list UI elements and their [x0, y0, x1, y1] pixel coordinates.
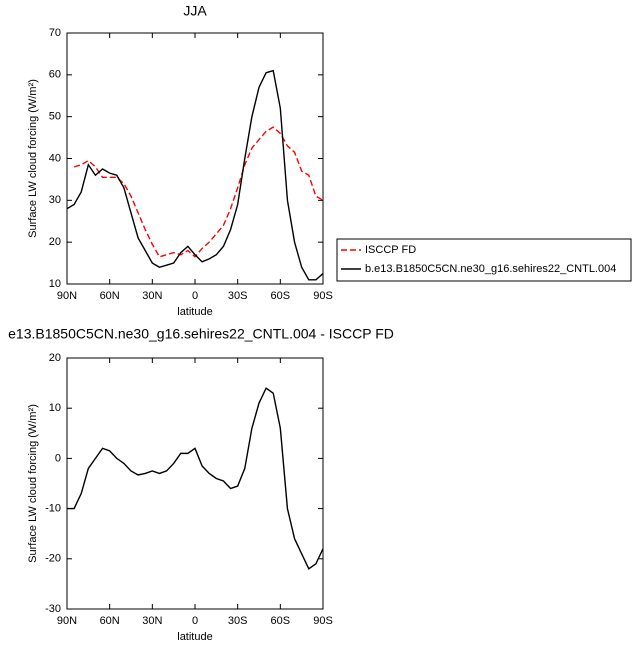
y-tick-label: 70 — [49, 27, 61, 39]
x-axis-label: latitude — [177, 306, 212, 318]
x-tick-label: 90N — [57, 290, 77, 302]
legend-label: b.e13.B1850C5CN.ne30_g16.sehires22_CNTL.… — [365, 263, 616, 275]
y-axis-label: Surface LW cloud forcing (W/m²) — [27, 404, 39, 563]
x-tick-label: 60N — [100, 290, 120, 302]
x-tick-label: 60N — [100, 615, 120, 627]
y-tick-label: 50 — [49, 111, 61, 123]
data-line — [66, 69, 324, 281]
x-axis-label: latitude — [177, 631, 212, 643]
x-tick-label: 0 — [192, 615, 198, 627]
y-tick-label: 20 — [49, 236, 61, 248]
y-tick-label: 0 — [55, 452, 61, 464]
legend-frame — [336, 238, 632, 282]
y-tick-label: 20 — [49, 352, 61, 364]
chart-title: JJA — [183, 3, 207, 19]
x-tick-label: 30N — [142, 615, 162, 627]
data-line — [73, 126, 324, 258]
y-tick-label: -10 — [45, 503, 61, 515]
y-tick-label: 60 — [49, 69, 61, 81]
data-line — [67, 387, 324, 570]
x-tick-label: 30S — [228, 290, 248, 302]
x-tick-label: 90S — [313, 615, 333, 627]
y-tick-label: -20 — [45, 553, 61, 565]
x-tick-label: 0 — [192, 290, 198, 302]
x-tick-label: 30N — [142, 290, 162, 302]
y-tick-label: 10 — [49, 278, 61, 290]
legend: ISCCP FD b.e13.B1850C5CN.ne30_g16.sehires… — [336, 238, 632, 282]
y-tick-label: 10 — [49, 402, 61, 414]
y-tick-label: 30 — [49, 194, 61, 206]
legend-label: ISCCP FD — [365, 244, 416, 256]
x-tick-label: 60S — [271, 290, 291, 302]
x-tick-label: 30S — [228, 615, 248, 627]
y-axis-label: Surface LW cloud forcing (W/m²) — [27, 79, 39, 238]
y-tick-label: 40 — [49, 152, 61, 164]
y-tick-label: -30 — [45, 603, 61, 615]
x-tick-label: 90N — [57, 615, 77, 627]
chart-title: e13.B1850C5CN.ne30_g16.sehires22_CNTL.00… — [8, 326, 394, 342]
x-tick-label: 90S — [313, 290, 333, 302]
x-tick-label: 60S — [271, 615, 291, 627]
